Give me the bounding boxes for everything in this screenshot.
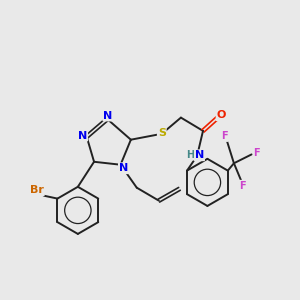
Text: O: O bbox=[217, 110, 226, 120]
Text: F: F bbox=[239, 181, 246, 190]
Text: F: F bbox=[254, 148, 260, 158]
Text: H: H bbox=[187, 150, 195, 160]
Text: N: N bbox=[119, 163, 128, 173]
Text: Br: Br bbox=[30, 185, 44, 195]
Text: S: S bbox=[158, 128, 166, 138]
Text: N: N bbox=[195, 150, 204, 160]
Text: N: N bbox=[78, 130, 87, 141]
Text: N: N bbox=[103, 110, 112, 121]
Text: F: F bbox=[221, 131, 227, 141]
